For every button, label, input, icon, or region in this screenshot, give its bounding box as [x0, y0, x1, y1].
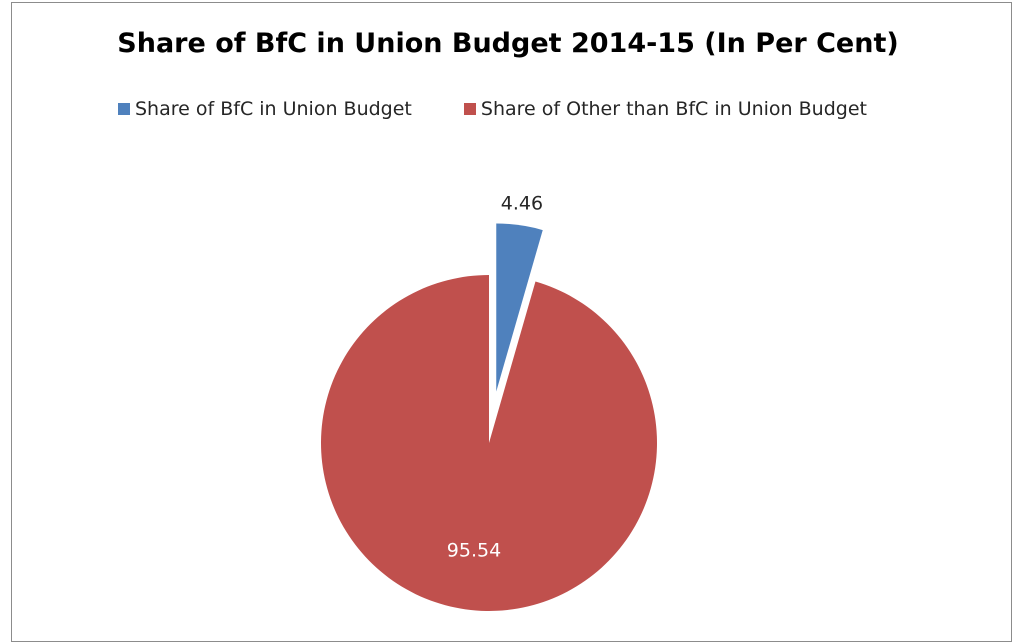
- legend-swatch-other: [463, 103, 476, 115]
- pie-chart: 4.46 95.54: [321, 192, 658, 611]
- pie-slice-1: [321, 275, 658, 611]
- data-label-1: 95.54: [447, 539, 501, 561]
- chart-title: Share of BfC in Union Budget 2014-15 (In…: [117, 28, 899, 59]
- chart-legend: Share of BfC in Union Budget Share of Ot…: [118, 98, 867, 120]
- pie-slice-0: [496, 223, 543, 392]
- legend-item-other: Share of Other than BfC in Union Budget: [463, 98, 867, 120]
- legend-swatch-bfc: [118, 103, 130, 115]
- legend-label-bfc: Share of BfC in Union Budget: [135, 98, 412, 120]
- legend-label-other: Share of Other than BfC in Union Budget: [480, 98, 867, 120]
- legend-item-bfc: Share of BfC in Union Budget: [118, 98, 412, 120]
- data-label-0: 4.46: [501, 192, 543, 214]
